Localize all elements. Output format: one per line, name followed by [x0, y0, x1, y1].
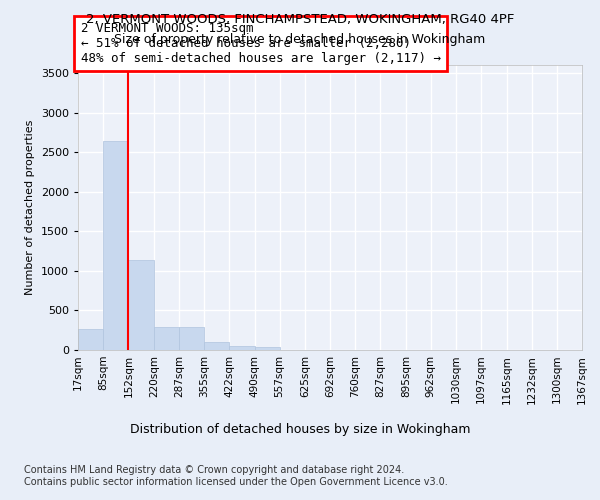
Bar — [154, 328, 179, 350]
Bar — [179, 328, 204, 350]
Text: Distribution of detached houses by size in Wokingham: Distribution of detached houses by size … — [130, 422, 470, 436]
Text: 2 VERMONT WOODS: 135sqm
← 51% of detached houses are smaller (2,280)
48% of semi: 2 VERMONT WOODS: 135sqm ← 51% of detache… — [80, 22, 440, 65]
Bar — [229, 346, 254, 350]
Bar — [254, 347, 280, 350]
Y-axis label: Number of detached properties: Number of detached properties — [25, 120, 35, 295]
Bar — [103, 141, 128, 350]
Text: Contains HM Land Registry data © Crown copyright and database right 2024.
Contai: Contains HM Land Registry data © Crown c… — [24, 465, 448, 486]
Bar — [128, 260, 154, 350]
Text: Size of property relative to detached houses in Wokingham: Size of property relative to detached ho… — [115, 32, 485, 46]
Bar — [78, 328, 103, 350]
Bar — [204, 342, 229, 350]
Text: 2, VERMONT WOODS, FINCHAMPSTEAD, WOKINGHAM, RG40 4PF: 2, VERMONT WOODS, FINCHAMPSTEAD, WOKINGH… — [86, 12, 514, 26]
